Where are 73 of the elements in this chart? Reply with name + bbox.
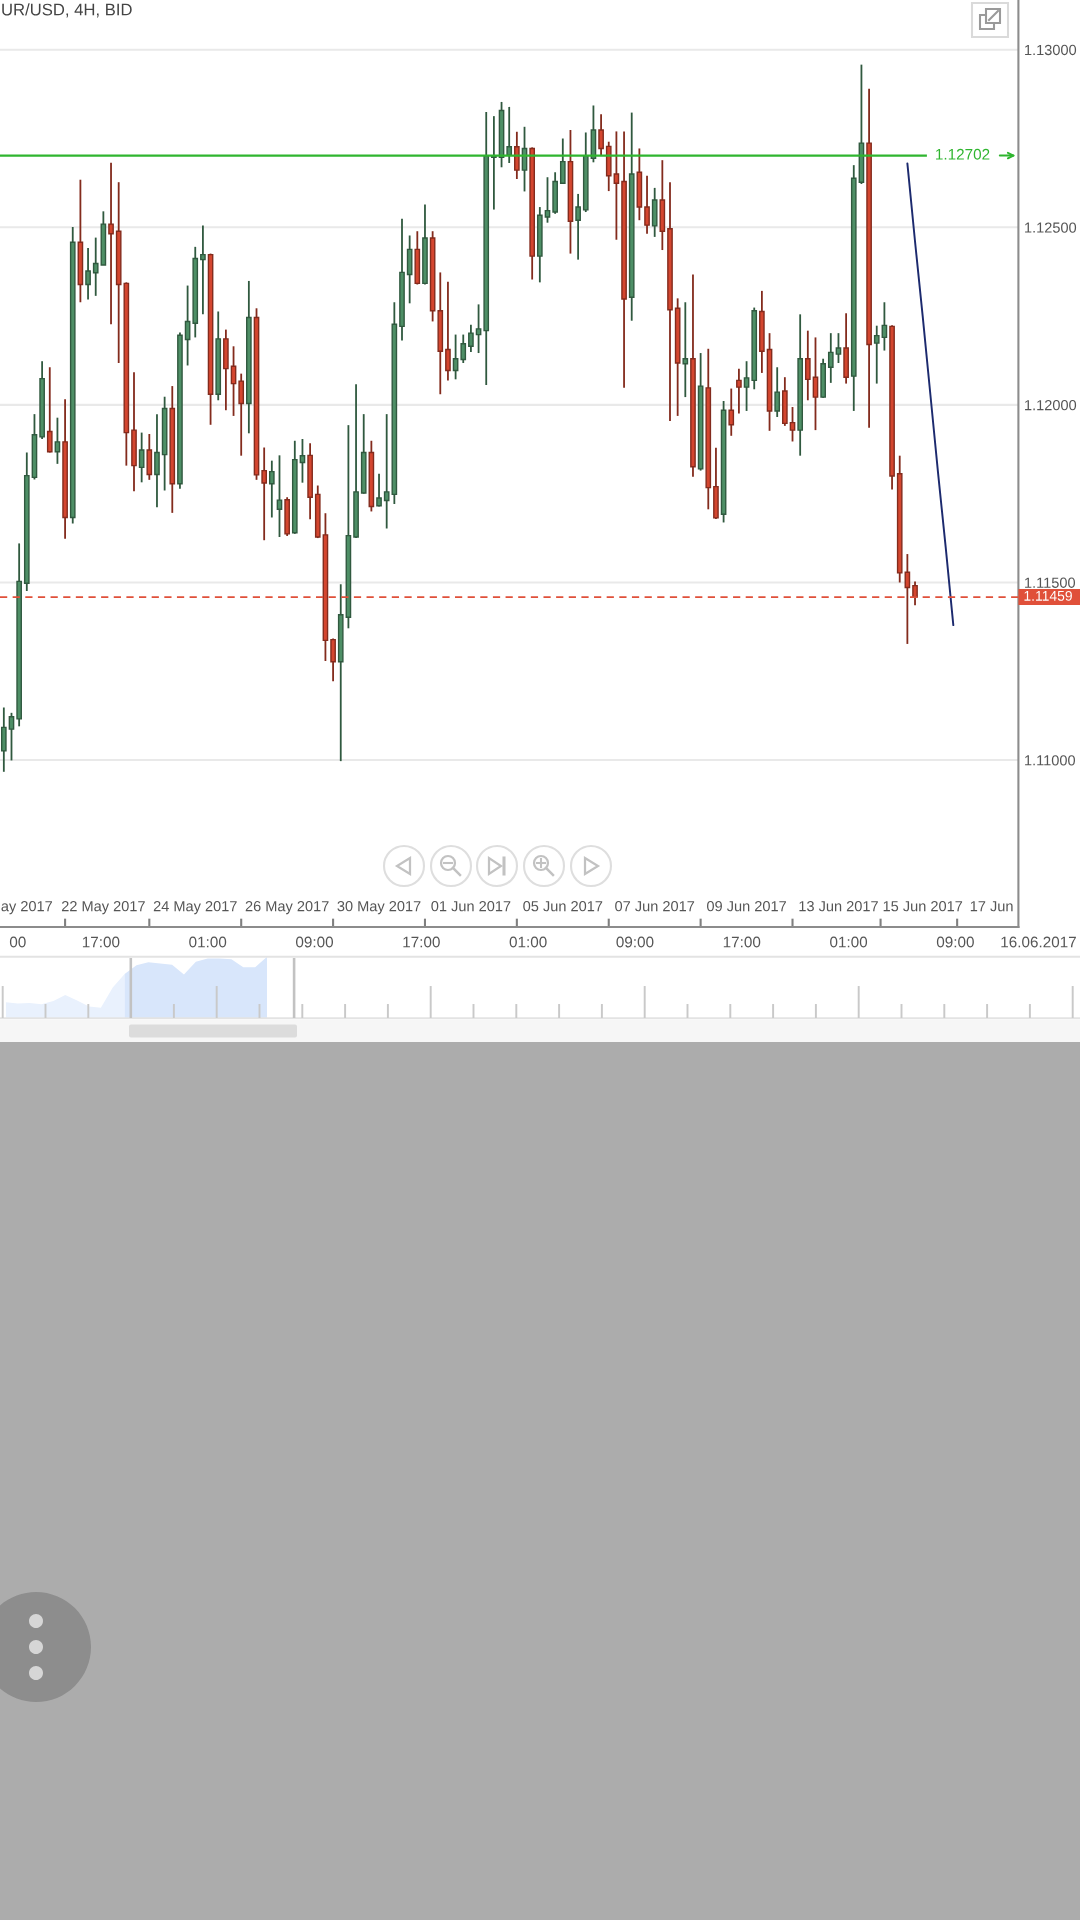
line-series: [906, 162, 955, 627]
x-tick-label: ay 2017: [1, 901, 53, 915]
candlestick: [452, 333, 459, 381]
candlestick: [468, 323, 474, 353]
x-tick-label: 15 Jun 2017: [883, 901, 963, 912]
x-tick-label: 09 Jun 2017: [707, 901, 786, 912]
candlestick: [445, 280, 451, 382]
candlestick: [804, 329, 811, 402]
candlestick: [789, 406, 796, 443]
x-tick-label: 00: [9, 936, 26, 948]
candlestick: [330, 637, 336, 683]
ref-line-label: 1.12702: [936, 148, 990, 160]
candlestick: [46, 366, 53, 454]
x-tick-label: 05 Jun 2017: [523, 901, 603, 912]
x-tick-label: 26 May 2017: [245, 901, 329, 915]
candlestick: [575, 193, 581, 261]
candlestick: [475, 303, 482, 354]
candlestick: [261, 446, 268, 542]
y-tick-label: 1.11500: [1025, 577, 1076, 588]
x-tick-label: 09:00: [616, 936, 654, 948]
candlestick: [108, 161, 114, 326]
x-tick-label: 16.06.2017: [1001, 936, 1076, 948]
x-tick-label: 30 May 2017: [337, 901, 421, 915]
candlestick: [743, 360, 750, 412]
candlestick: [835, 332, 842, 364]
candlestick: [376, 472, 382, 508]
x-tick-label: 07 Jun 2017: [615, 901, 695, 912]
candlestick: [873, 324, 880, 385]
candlestick: [238, 372, 245, 457]
candlestick: [85, 247, 91, 301]
candlestick: [559, 137, 566, 185]
candlestick: [812, 336, 819, 432]
x-tick-label: 17:00: [403, 936, 440, 948]
candlestick: [460, 333, 467, 364]
candlestick: [774, 366, 781, 418]
y-tick-label: 1.11000: [1025, 755, 1076, 766]
candlestick: [728, 387, 735, 437]
candlestick: [92, 236, 99, 297]
x-tick-label: 17:00: [82, 936, 120, 948]
candlestick: [827, 332, 834, 384]
candlestick: [230, 345, 237, 417]
x-tick-label: 09:00: [936, 936, 974, 948]
candlestick: [8, 711, 15, 762]
candlestick: [276, 454, 283, 538]
x-tick-label: 01:00: [830, 936, 868, 948]
ref-line-label: 1.11459: [1024, 590, 1072, 601]
candlestick: [644, 174, 650, 235]
x-tick-label: 01:00: [189, 936, 227, 948]
candlestick: [268, 459, 275, 519]
x-tick-label: 13 Jun 2017: [799, 901, 878, 912]
y-tick-label: 1.12000: [1025, 400, 1077, 411]
x-tick-label: 17 Jun: [970, 901, 1013, 912]
candlestick: [682, 301, 689, 398]
x-tick-label: 09:00: [295, 936, 334, 948]
candlestick: [544, 176, 551, 224]
candlestick: [299, 438, 306, 484]
candlestick: [736, 367, 742, 415]
candlestick: [154, 413, 160, 509]
x-tick-label: 01 Jun 2017: [431, 901, 511, 912]
candlestick: [613, 130, 620, 241]
candlestick: [514, 130, 520, 180]
y-tick-label: 1.13000: [1025, 44, 1077, 56]
candlestick: [598, 113, 604, 157]
x-tick-label: 01:00: [509, 936, 547, 948]
x-tick-label: 22 May 2017: [61, 901, 145, 915]
y-tick-label: 1.12500: [1025, 222, 1077, 233]
candlestick: [200, 224, 206, 316]
x-tick-label: 24 May 2017: [153, 901, 237, 915]
candlestick: [0, 706, 7, 773]
candlestick: [138, 431, 145, 484]
chart-title: UR/USD, 4H, BID: [2, 3, 132, 18]
x-tick-label: 17:00: [723, 936, 761, 948]
candlestick: [383, 413, 390, 530]
